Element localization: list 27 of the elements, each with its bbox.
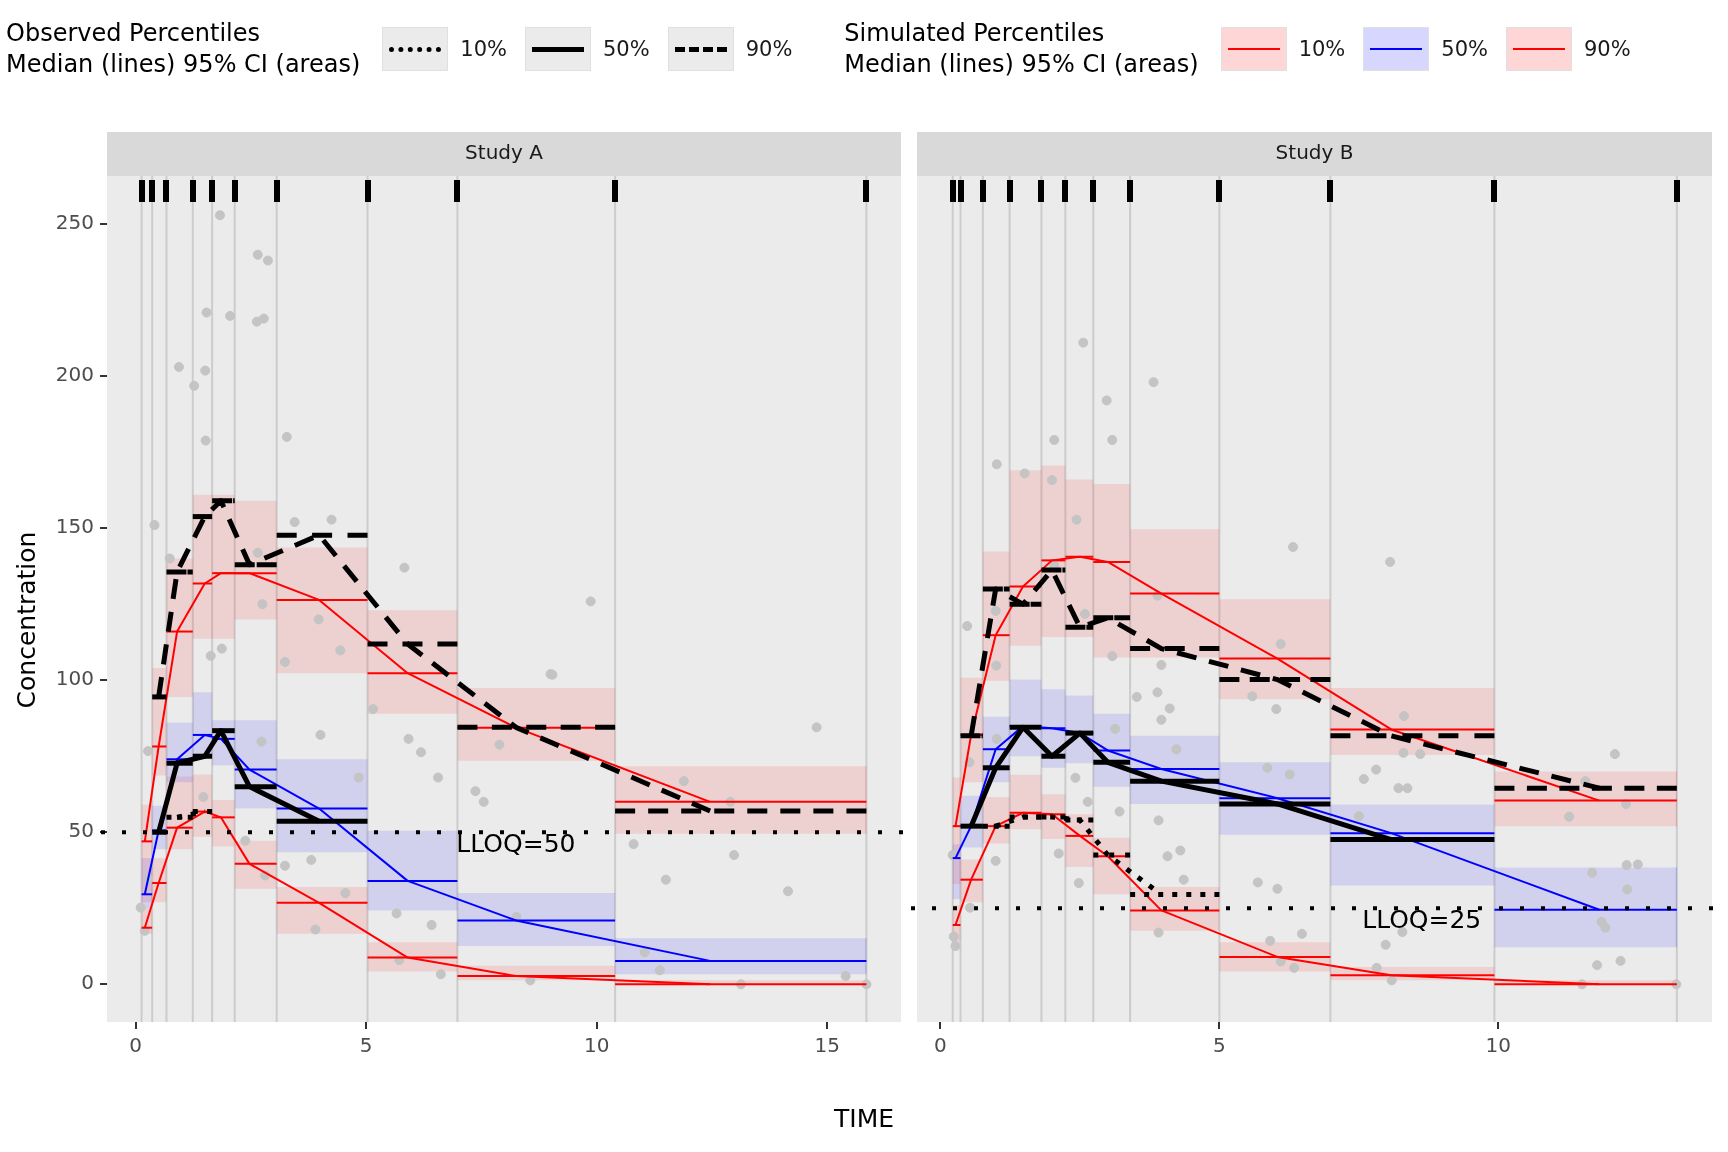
chart-title: Study A (465, 140, 544, 165)
y-tick-label: 0 (81, 970, 94, 995)
y-tick-label: 200 (55, 362, 94, 387)
legend-label: 50% (602, 37, 650, 61)
text: Simulated Percentiles Median (lines) 95% CI (areas) (844, 18, 1199, 80)
legend-label: 90% (745, 37, 793, 61)
chart-title: Study B (1275, 140, 1354, 165)
x-tick-label: 5 (359, 1033, 373, 1058)
y-axis-title: Concentration (11, 531, 41, 709)
x-tick-label: 10 (1485, 1033, 1512, 1058)
x-tick-label: 0 (129, 1033, 142, 1058)
x-tick-label: 5 (1213, 1033, 1226, 1058)
y-tick-label: 250 (55, 210, 94, 235)
legend-title: Observed Percentiles Median (lines) 95% CI (areas) (6, 18, 361, 80)
ref-line-label: LLOQ=25 (1362, 905, 1482, 935)
legend-label: 10% (1298, 37, 1346, 61)
y-tick-label: 100 (55, 666, 94, 691)
y-tick-label: 150 (55, 514, 94, 539)
x-tick-label: 0 (934, 1033, 947, 1058)
x-axis-title: TIME (833, 1104, 895, 1133)
legend-label: 90% (1584, 37, 1631, 61)
y-tick-label: 50 (68, 818, 94, 843)
x-tick-label: 10 (583, 1033, 610, 1058)
x-tick-label: 15 (814, 1033, 840, 1058)
legend-label: 10% (460, 37, 507, 61)
legend-label: 50% (1441, 37, 1488, 61)
ref-line-label: LLOQ=50 (456, 829, 576, 859)
